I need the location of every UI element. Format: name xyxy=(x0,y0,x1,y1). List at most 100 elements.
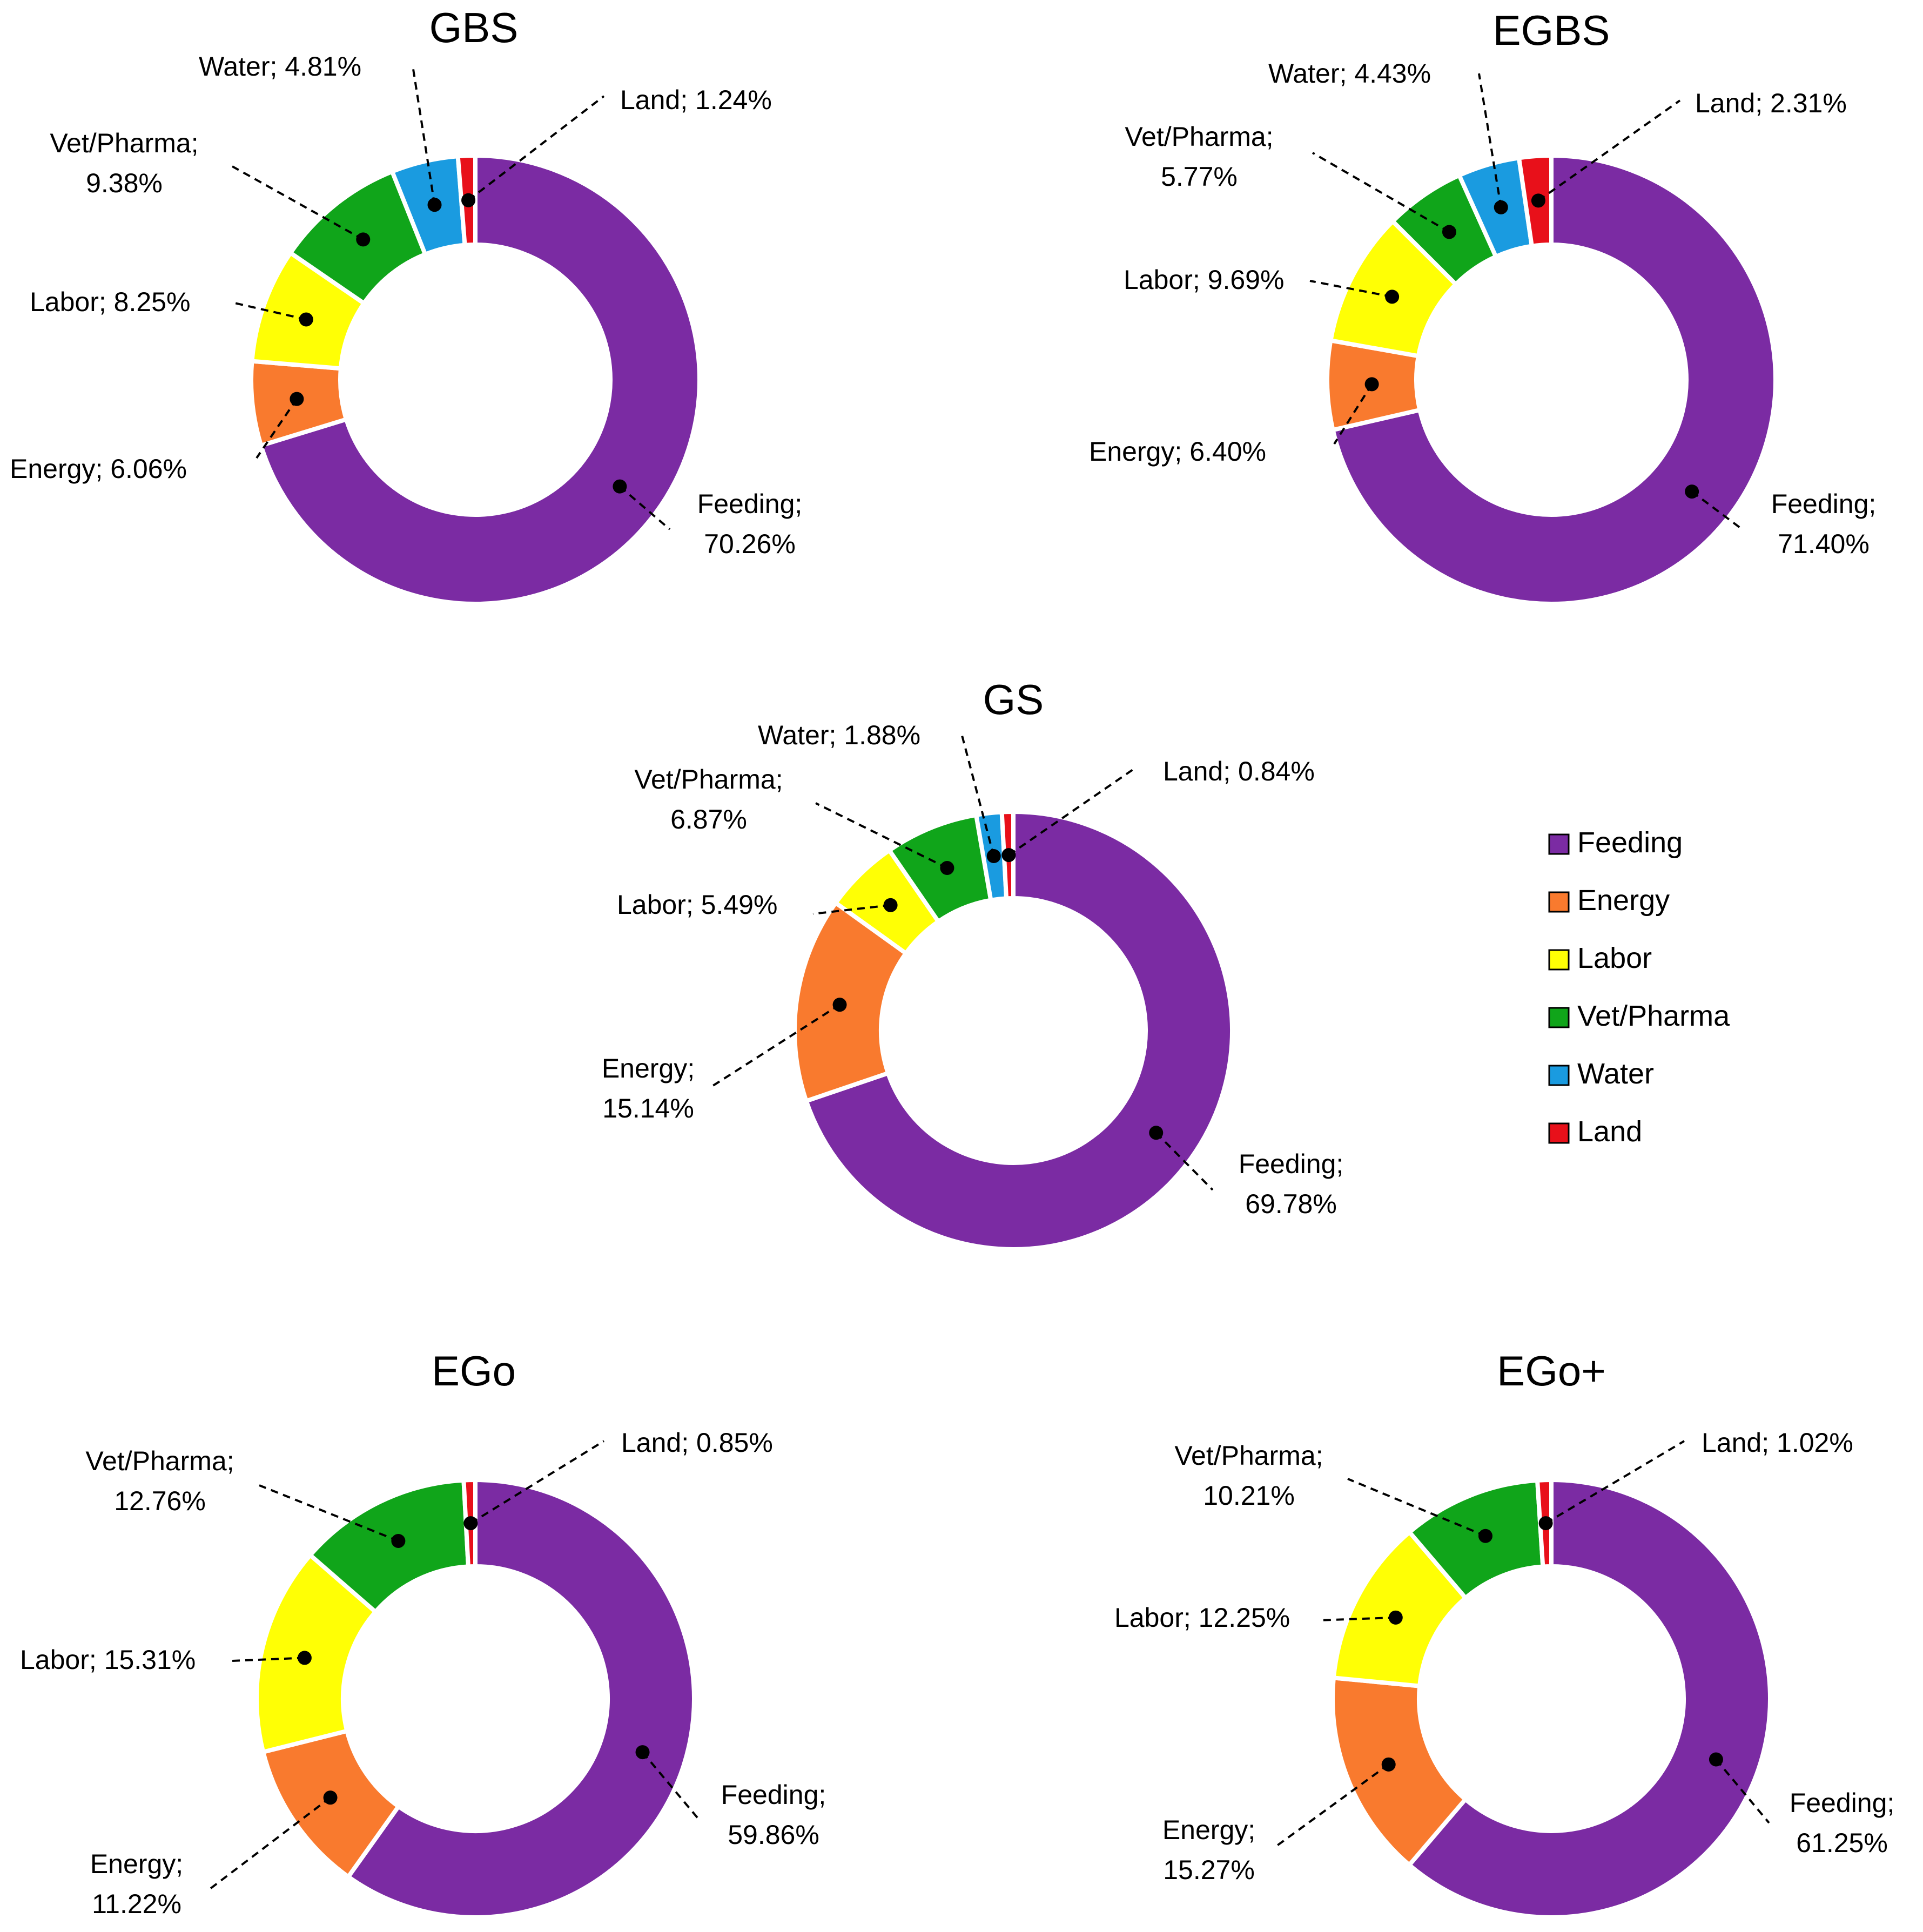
leader-dot-vet-pharma xyxy=(356,232,371,247)
leader-line-energy xyxy=(1333,383,1373,445)
wedge-feeding xyxy=(346,1478,697,1920)
wedge-feeding xyxy=(1330,153,1778,606)
leader-dot-labor xyxy=(297,1651,312,1665)
data-label-labor: Labor; 15.31% xyxy=(20,1645,196,1675)
data-label-vet-pharma: Vet/Pharma; 6.87% xyxy=(634,764,783,834)
leader-dot-energy xyxy=(832,998,847,1012)
data-label-vet-pharma: Vet/Pharma; 9.38% xyxy=(50,128,198,198)
leader-line-water xyxy=(1478,73,1502,208)
leader-dot-water xyxy=(427,198,442,212)
leader-line-labor xyxy=(1309,280,1393,298)
leader-dot-vet-pharma xyxy=(391,1533,406,1548)
data-label-labor: Labor; 5.49% xyxy=(617,890,777,920)
data-label-water: Water; 1.88% xyxy=(758,720,920,750)
data-label-land: Land; 0.84% xyxy=(1163,756,1315,786)
data-label-labor: Labor; 8.25% xyxy=(30,287,190,317)
data-label-feeding: Feeding; 59.86% xyxy=(721,1780,826,1850)
data-label-feeding: Feeding; 71.40% xyxy=(1771,489,1877,559)
data-label-labor: Labor; 12.25% xyxy=(1114,1603,1290,1633)
leader-line-labor xyxy=(812,904,891,915)
data-label-vet-pharma: Vet/Pharma; 12.76% xyxy=(85,1446,234,1516)
data-label-feeding: Feeding; 70.26% xyxy=(697,489,803,559)
leader-dot-land xyxy=(1001,848,1016,863)
leader-line-vet-pharma xyxy=(815,802,948,869)
legend-item-labor: Labor xyxy=(1548,942,1652,974)
legend-swatch-energy xyxy=(1548,891,1570,913)
wedge-feeding xyxy=(804,810,1235,1251)
leader-line-feeding xyxy=(1715,1759,1770,1824)
data-label-land: Land; 1.24% xyxy=(620,85,772,115)
legend-label: Energy xyxy=(1577,884,1670,917)
leader-dot-vet-pharma xyxy=(1478,1529,1492,1543)
leader-dot-land xyxy=(1531,193,1545,208)
legend-label: Vet/Pharma xyxy=(1577,1000,1730,1032)
leader-dot-water xyxy=(986,849,1001,864)
chart-title: EGBS xyxy=(1493,6,1610,54)
leader-dot-feeding xyxy=(1149,1126,1164,1140)
chart-title: EGo+ xyxy=(1497,1347,1606,1395)
leader-dot-vet-pharma xyxy=(1442,225,1456,239)
leader-line-vet-pharma xyxy=(1312,152,1450,233)
leader-line-feeding xyxy=(641,1751,701,1821)
data-label-energy: Energy; 6.06% xyxy=(10,454,187,484)
data-label-water: Water; 4.81% xyxy=(199,51,361,82)
legend-label: Land xyxy=(1577,1115,1642,1148)
legend-label: Feeding xyxy=(1577,826,1683,859)
leader-dot-water xyxy=(1494,200,1508,214)
chart-title: EGo xyxy=(432,1347,516,1395)
data-label-energy: Energy; 15.14% xyxy=(602,1053,695,1123)
leader-line-water xyxy=(412,69,436,205)
leader-dot-energy xyxy=(290,392,304,406)
data-label-vet-pharma: Vet/Pharma; 10.21% xyxy=(1174,1440,1323,1511)
leader-dot-feeding xyxy=(1709,1752,1723,1767)
leader-line-feeding xyxy=(1691,490,1745,531)
chart-title: GBS xyxy=(429,4,519,51)
legend-swatch-labor xyxy=(1548,949,1570,971)
chart-title: GS xyxy=(983,676,1044,723)
wedge-labor xyxy=(254,1553,378,1754)
leader-dot-labor xyxy=(1388,1610,1403,1625)
leader-line-feeding xyxy=(1155,1132,1214,1191)
leader-dot-labor xyxy=(299,312,313,327)
data-label-water: Water; 4.43% xyxy=(1268,58,1431,89)
wedge-energy xyxy=(792,900,909,1103)
donut-chart-gs: GS Feeding; 69.78% Energy; 15.14% Labor; 5.49… xyxy=(602,676,1344,1251)
legend-label: Water xyxy=(1577,1058,1654,1090)
leader-line-feeding xyxy=(619,486,671,530)
leader-dot-feeding xyxy=(635,1745,650,1760)
data-label-energy: Energy; 11.22% xyxy=(90,1849,183,1919)
legend-item-vet-pharma: Vet/Pharma xyxy=(1548,1000,1730,1032)
data-label-land: Land; 2.31% xyxy=(1695,88,1847,118)
leader-dot-land xyxy=(461,193,476,207)
leader-dot-energy xyxy=(323,1790,338,1805)
leader-line-energy xyxy=(1274,1763,1389,1848)
leader-line-water xyxy=(960,733,995,857)
leader-dot-labor xyxy=(883,898,898,912)
data-label-vet-pharma: Vet/Pharma; 5.77% xyxy=(1125,122,1273,192)
leader-dot-feeding xyxy=(1685,484,1699,499)
leader-dot-energy xyxy=(1364,377,1379,392)
data-label-land: Land; 0.85% xyxy=(621,1428,773,1458)
legend-item-energy: Energy xyxy=(1548,884,1670,917)
wedge-feeding xyxy=(259,153,702,606)
leader-dot-labor xyxy=(1385,290,1400,304)
leader-dot-land xyxy=(463,1516,478,1531)
leader-line-land xyxy=(467,95,605,201)
legend-label: Labor xyxy=(1577,942,1652,974)
donut-chart-ego-plus: EGo+ Feeding; 61.25% Energy; 15.27% Labor; 12… xyxy=(1114,1347,1895,1920)
data-label-land: Land; 1.02% xyxy=(1702,1428,1853,1458)
legend-swatch-water xyxy=(1548,1065,1570,1086)
leader-dot-vet-pharma xyxy=(940,861,954,876)
legend-item-water: Water xyxy=(1548,1058,1654,1090)
legend-item-feeding: Feeding xyxy=(1548,826,1683,859)
legend-swatch-vet-pharma xyxy=(1548,1007,1570,1028)
leader-line-land xyxy=(1537,99,1681,202)
data-label-energy: Energy; 15.27% xyxy=(1162,1815,1255,1885)
legend-swatch-feeding xyxy=(1548,833,1570,855)
wedge-energy xyxy=(1330,1675,1468,1867)
data-label-feeding: Feeding; 69.78% xyxy=(1239,1149,1344,1219)
data-label-feeding: Feeding; 61.25% xyxy=(1790,1788,1895,1858)
donut-chart-egbs: EGBS Feeding; 71.40% Energy; 6.40% Labor; 9.… xyxy=(1089,6,1877,606)
data-label-energy: Energy; 6.40% xyxy=(1089,436,1266,467)
